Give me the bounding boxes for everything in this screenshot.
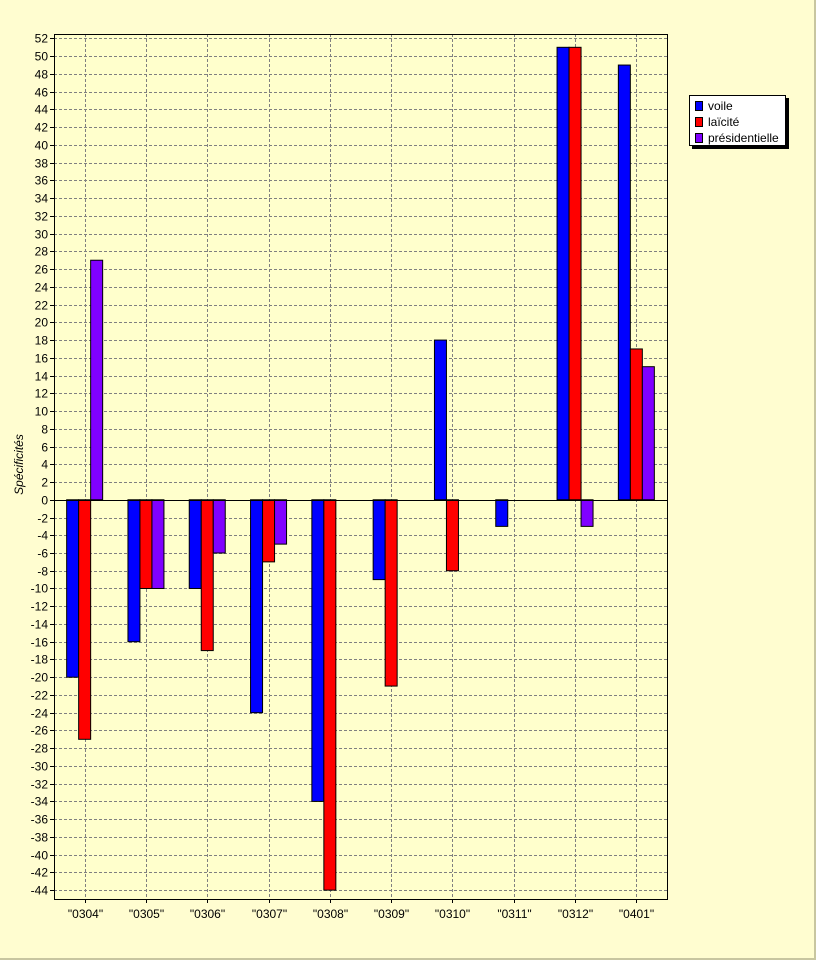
- y-tick-label: -20: [31, 671, 49, 685]
- y-tick-label: 2: [41, 476, 48, 490]
- y-tick-label: -24: [31, 707, 49, 721]
- y-tick-label: 14: [35, 370, 49, 384]
- y-tick-label: 12: [35, 387, 49, 401]
- y-tick-label: 32: [35, 210, 49, 224]
- y-tick-label: -18: [31, 653, 49, 667]
- bar: [641, 366, 655, 501]
- y-tick-label: 4: [41, 458, 48, 472]
- y-tick-label: -36: [31, 813, 49, 827]
- y-tick-label: -34: [31, 795, 49, 809]
- legend-label-presidentielle: présidentielle: [708, 131, 779, 145]
- y-tick-label: -44: [31, 884, 49, 898]
- x-tick-label: "0310": [435, 907, 470, 921]
- bar: [262, 499, 276, 563]
- y-tick-label: -14: [31, 618, 49, 632]
- x-tick-label: "0311": [497, 907, 531, 921]
- y-tick-label: -26: [31, 724, 49, 738]
- plot-border: [54, 34, 668, 900]
- legend-swatch-presidentielle: [695, 133, 703, 143]
- bar: [212, 499, 226, 554]
- y-tick-label: 18: [35, 334, 49, 348]
- y-tick-label: 6: [41, 441, 48, 455]
- y-tick-label: 26: [35, 263, 49, 277]
- legend-item-presidentielle: présidentielle: [690, 130, 785, 146]
- bar: [151, 499, 165, 589]
- legend-item-laicite: laïcité: [690, 114, 785, 130]
- x-tick-label: "0305": [129, 907, 164, 921]
- bar: [250, 499, 264, 714]
- bar: [78, 499, 92, 740]
- legend-label-voile: voile: [708, 99, 733, 113]
- y-tick-label: 44: [35, 103, 49, 117]
- y-tick-label: 22: [35, 299, 49, 313]
- y-tick-label: -12: [31, 600, 49, 614]
- y-tick-label: 46: [35, 86, 49, 100]
- y-tick-label: 28: [35, 245, 49, 259]
- y-tick-label: -40: [31, 849, 49, 863]
- y-tick-label: -30: [31, 760, 49, 774]
- bar: [66, 499, 80, 678]
- y-tick-label: 52: [35, 32, 49, 46]
- bar: [568, 46, 582, 501]
- bar: [323, 499, 337, 891]
- y-tick-label: 42: [35, 121, 49, 135]
- y-tick-label: -42: [31, 866, 49, 880]
- legend-swatch-laicite: [695, 117, 703, 127]
- y-tick-label: -2: [37, 512, 48, 526]
- x-tick-label: "0307": [252, 907, 287, 921]
- x-tick-label: "0309": [374, 907, 409, 921]
- chart-legend: voile laïcité présidentielle: [689, 95, 786, 146]
- bar: [127, 499, 141, 643]
- bar: [372, 499, 386, 581]
- y-tick-label: 30: [35, 228, 49, 242]
- y-tick-label: 40: [35, 139, 49, 153]
- legend-item-voile: voile: [690, 98, 785, 114]
- x-tick-label: "0308": [313, 907, 348, 921]
- y-tick-label: -6: [37, 547, 48, 561]
- x-tick-label: "0304": [68, 907, 103, 921]
- bar: [617, 64, 631, 501]
- x-tick-label: "0401": [619, 907, 654, 921]
- y-tick-label: 50: [35, 50, 49, 64]
- bar: [311, 499, 325, 802]
- bar: [556, 46, 570, 501]
- legend-label-laicite: laïcité: [708, 115, 740, 129]
- bar: [495, 499, 509, 527]
- bar: [433, 339, 447, 501]
- y-tick-label: 10: [35, 405, 49, 419]
- x-tick-label: "0312": [558, 907, 593, 921]
- y-axis-label: Spécificités: [12, 434, 26, 495]
- bar: [580, 499, 594, 527]
- bar: [445, 499, 459, 572]
- y-tick-label: -16: [31, 636, 49, 650]
- bar: [200, 499, 214, 652]
- y-tick-label: 8: [41, 423, 48, 437]
- y-tick-label: -38: [31, 831, 49, 845]
- y-tick-label: 36: [35, 174, 49, 188]
- bar: [139, 499, 153, 589]
- y-tick-label: -22: [31, 689, 49, 703]
- bar: [629, 348, 643, 501]
- bar: [274, 499, 288, 545]
- bar: [384, 499, 398, 687]
- y-tick-label: -4: [37, 529, 48, 543]
- bar: [188, 499, 202, 589]
- y-tick-label: 20: [35, 316, 49, 330]
- y-tick-label: 24: [35, 281, 49, 295]
- legend-swatch-voile: [695, 101, 703, 111]
- y-tick-label: -32: [31, 778, 49, 792]
- x-tick-label: "0306": [190, 907, 225, 921]
- y-tick-label: -28: [31, 742, 49, 756]
- y-tick-label: 0: [41, 494, 48, 508]
- y-tick-label: -10: [31, 582, 49, 596]
- y-tick-label: 34: [35, 192, 49, 206]
- y-tick-label: 38: [35, 157, 49, 171]
- y-tick-label: 16: [35, 352, 49, 366]
- y-tick-label: 48: [35, 68, 49, 82]
- bar: [90, 259, 104, 501]
- y-tick-label: -8: [37, 565, 48, 579]
